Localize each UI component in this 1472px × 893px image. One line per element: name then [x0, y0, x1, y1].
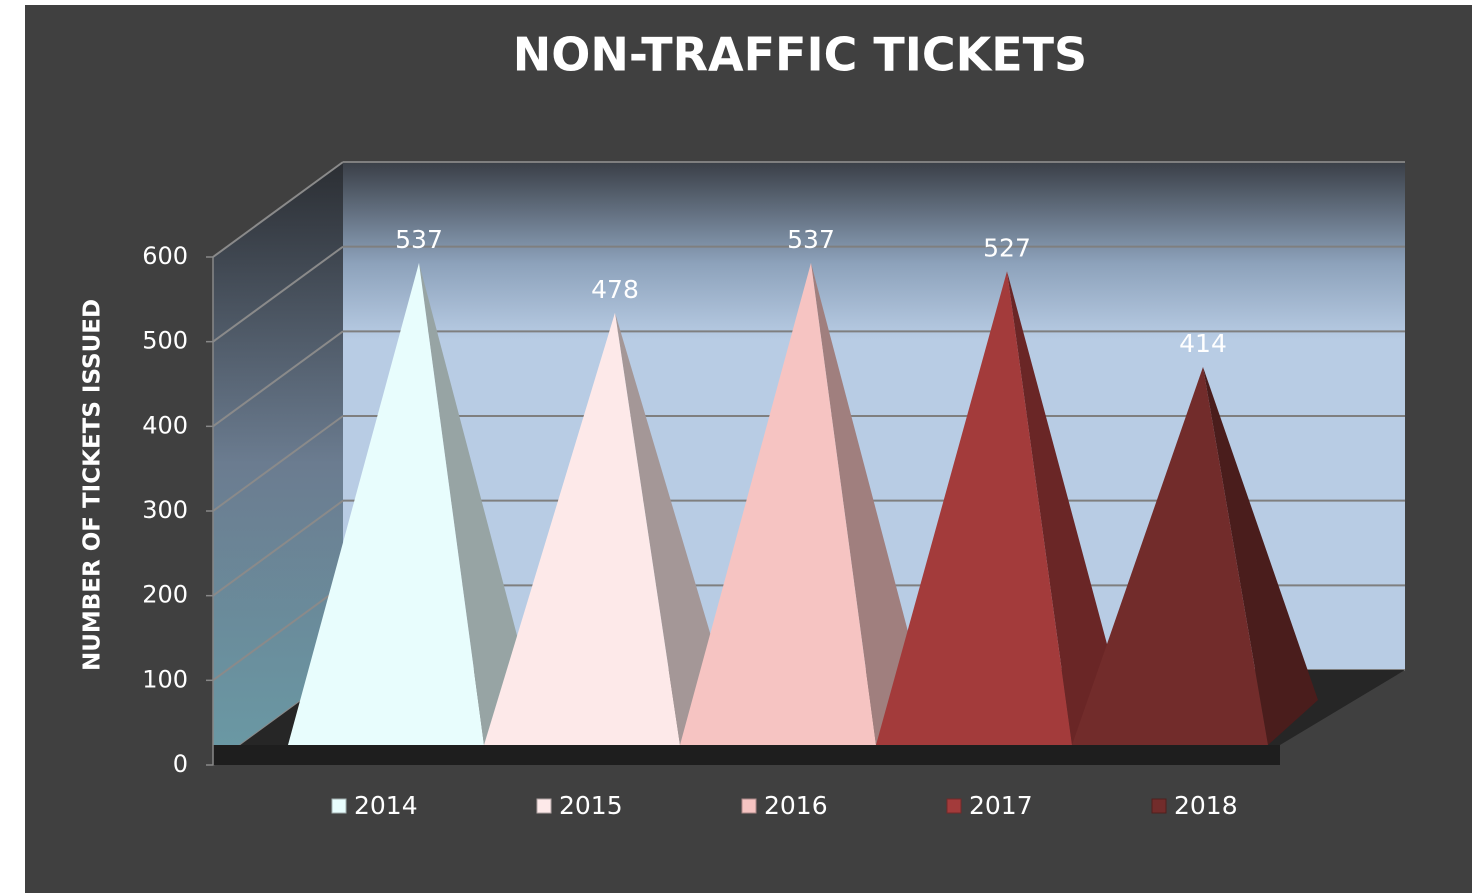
- grid-line: [212, 584, 344, 682]
- grid-line: [212, 245, 344, 343]
- legend-swatch: [536, 798, 552, 814]
- data-label: 537: [395, 225, 443, 254]
- pyramid: [288, 262, 484, 745]
- grid-line: [212, 161, 344, 258]
- pyramid: [876, 271, 1072, 745]
- legend-label: 2017: [969, 791, 1033, 820]
- pyramid: [484, 312, 680, 745]
- data-label: 414: [1179, 329, 1227, 358]
- pyramid-side: [811, 262, 926, 745]
- y-tick-label: 500: [142, 327, 188, 355]
- pyramid: [1072, 366, 1268, 745]
- y-tick-label: 600: [142, 242, 188, 270]
- pyramid: [680, 262, 876, 745]
- grid-line: [212, 499, 344, 597]
- data-label: 527: [983, 233, 1031, 262]
- floor-edge: [213, 745, 1280, 765]
- legend-swatch: [946, 798, 962, 814]
- y-tick-label: 400: [142, 411, 188, 439]
- y-tick-label: 300: [142, 496, 188, 524]
- pyramid-side: [1203, 366, 1318, 745]
- y-tick-label: 100: [142, 665, 188, 693]
- legend-swatch: [331, 798, 347, 814]
- legend-label: 2014: [354, 791, 418, 820]
- grid-line: [212, 330, 344, 428]
- y-axis-label: NUMBER OF TICKETS ISSUED: [80, 299, 106, 671]
- pyramid-side: [419, 262, 534, 745]
- pyramid-side: [615, 312, 730, 745]
- grid-line: [212, 415, 344, 512]
- legend-label: 2015: [559, 791, 623, 820]
- legend-label: 2016: [764, 791, 828, 820]
- chart-title: NON-TRAFFIC TICKETS: [513, 28, 1087, 82]
- legend-swatch: [1151, 798, 1167, 814]
- y-tick-label: 0: [173, 750, 188, 778]
- legend-label: 2018: [1174, 791, 1238, 820]
- data-label: 537: [787, 225, 835, 254]
- legend-swatch: [741, 798, 757, 814]
- pyramid-side: [1007, 271, 1122, 745]
- data-label: 478: [591, 275, 639, 304]
- y-tick-label: 200: [142, 581, 188, 609]
